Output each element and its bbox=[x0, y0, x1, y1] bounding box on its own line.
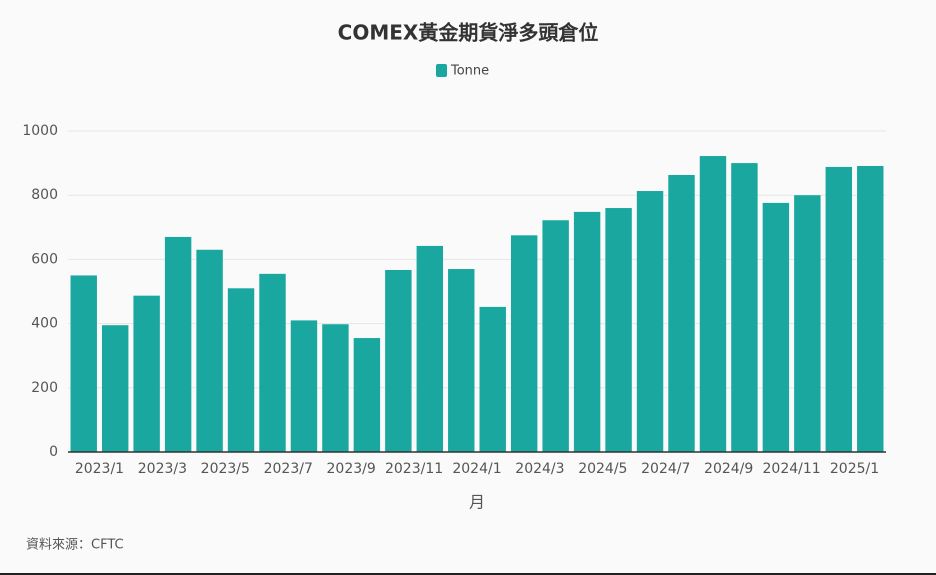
bar bbox=[385, 269, 412, 452]
bar bbox=[794, 195, 821, 452]
legend-label: Tonne bbox=[450, 64, 489, 79]
bar bbox=[636, 191, 664, 453]
bar bbox=[605, 208, 632, 452]
x-tick-label: 2023/3 bbox=[138, 461, 187, 477]
x-tick-label: 2024/9 bbox=[704, 461, 753, 477]
bar bbox=[857, 165, 884, 452]
x-tick-label: 2023/11 bbox=[385, 461, 443, 477]
bar bbox=[479, 306, 506, 452]
bar bbox=[290, 320, 318, 452]
legend-swatch bbox=[436, 64, 447, 77]
x-tick-label: 2024/11 bbox=[763, 461, 821, 477]
x-tick-label: 2025/1 bbox=[830, 461, 879, 477]
y-tick-label: 600 bbox=[31, 251, 58, 267]
bar bbox=[101, 325, 129, 452]
x-tick-label: 2024/7 bbox=[641, 461, 690, 477]
bar bbox=[416, 245, 444, 452]
bar bbox=[259, 273, 286, 452]
bar bbox=[542, 220, 569, 452]
x-tick-label: 2024/5 bbox=[578, 461, 627, 477]
bar bbox=[164, 236, 192, 452]
bar bbox=[762, 202, 790, 452]
x-tick-label: 2024/1 bbox=[452, 461, 501, 477]
bar bbox=[353, 338, 381, 452]
x-tick-label: 2023/7 bbox=[264, 461, 313, 477]
bar bbox=[322, 324, 349, 452]
bar bbox=[825, 166, 853, 452]
bar bbox=[699, 156, 727, 452]
bar bbox=[731, 163, 758, 452]
y-tick-label: 0 bbox=[49, 444, 58, 460]
x-tick-label: 2023/1 bbox=[75, 461, 124, 477]
chart-title: COMEX黃金期貨淨多頭倉位 bbox=[338, 21, 599, 45]
y-tick-label: 1000 bbox=[22, 123, 58, 139]
x-tick-label: 2023/9 bbox=[327, 461, 376, 477]
x-axis-label: 月 bbox=[469, 493, 485, 512]
x-tick-label: 2024/3 bbox=[515, 461, 564, 477]
bar bbox=[70, 275, 97, 452]
bar bbox=[510, 235, 538, 452]
bar bbox=[448, 269, 475, 452]
bar bbox=[227, 288, 255, 452]
y-tick-label: 800 bbox=[31, 187, 58, 203]
y-tick-label: 200 bbox=[31, 380, 58, 396]
y-tick-label: 400 bbox=[31, 316, 58, 332]
bar bbox=[196, 249, 223, 452]
bar bbox=[668, 174, 695, 453]
source-note: 資料來源：CFTC bbox=[26, 538, 124, 553]
x-tick-label: 2023/5 bbox=[201, 461, 250, 477]
bar bbox=[573, 211, 601, 452]
bar bbox=[133, 295, 160, 452]
